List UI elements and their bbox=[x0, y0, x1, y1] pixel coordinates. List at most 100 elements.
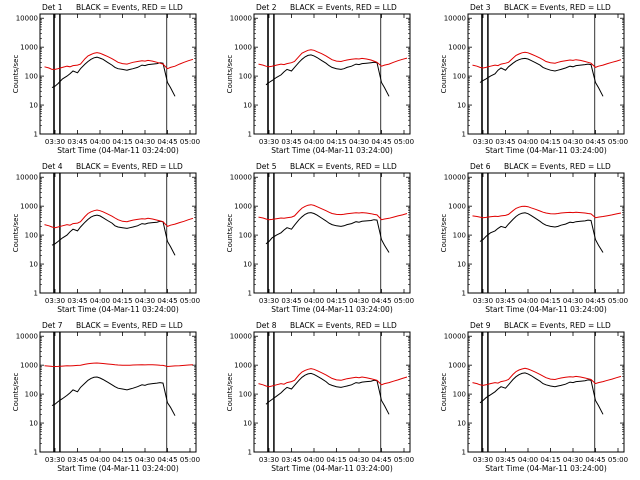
plot-frame bbox=[467, 13, 625, 135]
y-axis-label: Counts/sec bbox=[440, 55, 448, 94]
x-tick-label: 03:30 bbox=[473, 297, 493, 305]
y-axis-label: Counts/sec bbox=[226, 55, 234, 94]
x-tick-label: 03:30 bbox=[259, 138, 279, 146]
x-tick-label: 04:30 bbox=[349, 297, 369, 305]
y-tick-label: 10 bbox=[457, 261, 466, 269]
plot-frame bbox=[253, 13, 411, 135]
panel-title: Det 5 bbox=[256, 162, 277, 171]
x-tick-label: 04:45 bbox=[157, 456, 177, 464]
events-series-line bbox=[479, 372, 604, 415]
y-tick-label: 1000 bbox=[234, 44, 252, 52]
panel-title: Det 2 bbox=[256, 3, 277, 12]
events-series-line bbox=[51, 376, 176, 416]
y-axis-label: Counts/sec bbox=[12, 214, 20, 253]
y-tick-label: 10 bbox=[457, 102, 466, 110]
lld-series-line bbox=[258, 204, 408, 221]
panel-title: Det 3 bbox=[470, 3, 491, 12]
y-tick-label: 10000 bbox=[16, 333, 38, 341]
y-tick-label: 100 bbox=[25, 232, 38, 240]
x-tick-label: 04:00 bbox=[90, 456, 110, 464]
panel-title: Det 4 bbox=[42, 162, 63, 171]
events-series-line bbox=[479, 212, 604, 253]
legend-text: BLACK = Events, RED = LLD bbox=[290, 162, 397, 171]
y-tick-label: 100 bbox=[239, 73, 252, 81]
y-tick-label: 10000 bbox=[16, 15, 38, 23]
x-tick-label: 04:15 bbox=[112, 297, 132, 305]
y-tick-label: 1000 bbox=[20, 362, 38, 370]
detector-panel: 1 10 100 1000 10000 03:30 03:45 04:00 04:15 04:30… bbox=[12, 162, 200, 314]
x-tick-label: 04:00 bbox=[304, 138, 324, 146]
y-tick-label: 1 bbox=[34, 449, 38, 457]
y-axis-label: Counts/sec bbox=[12, 55, 20, 94]
y-tick-label: 1 bbox=[34, 290, 38, 298]
x-tick-label: 04:30 bbox=[563, 456, 583, 464]
x-tick-label: 03:30 bbox=[45, 297, 65, 305]
y-tick-label: 1 bbox=[462, 449, 466, 457]
legend-text: BLACK = Events, RED = LLD bbox=[76, 162, 183, 171]
x-tick-label: 03:30 bbox=[473, 456, 493, 464]
detector-panel: 1 10 100 1000 10000 03:30 03:45 04:00 04:15 04:30… bbox=[226, 162, 414, 314]
x-tick-label: 03:30 bbox=[473, 138, 493, 146]
x-axis-label: Start Time (04-Mar-11 03:24:00) bbox=[485, 464, 607, 473]
x-tick-label: 04:45 bbox=[585, 456, 605, 464]
panel-title: Det 9 bbox=[470, 321, 491, 330]
lld-series-line bbox=[472, 367, 622, 386]
y-axis-label: Counts/sec bbox=[440, 373, 448, 412]
detector-panel: 1 10 100 1000 10000 03:30 03:45 04:00 04:15 04:30… bbox=[440, 3, 628, 155]
plot-frame bbox=[467, 331, 625, 453]
x-tick-label: 04:00 bbox=[518, 138, 538, 146]
legend-text: BLACK = Events, RED = LLD bbox=[76, 3, 183, 12]
legend-text: BLACK = Events, RED = LLD bbox=[504, 162, 611, 171]
x-tick-label: 04:45 bbox=[371, 456, 391, 464]
y-tick-label: 10 bbox=[29, 102, 38, 110]
x-tick-label: 04:00 bbox=[518, 297, 538, 305]
y-tick-label: 1000 bbox=[20, 44, 38, 52]
x-tick-label: 05:00 bbox=[608, 456, 628, 464]
x-tick-label: 03:45 bbox=[495, 297, 515, 305]
x-tick-label: 04:15 bbox=[326, 297, 346, 305]
x-tick-label: 04:00 bbox=[90, 297, 110, 305]
y-tick-label: 10000 bbox=[230, 174, 252, 182]
x-tick-label: 05:00 bbox=[180, 297, 200, 305]
y-tick-label: 10 bbox=[29, 261, 38, 269]
events-series-line bbox=[265, 54, 390, 97]
y-tick-label: 1 bbox=[462, 290, 466, 298]
x-tick-label: 04:00 bbox=[304, 456, 324, 464]
x-axis-label: Start Time (04-Mar-11 03:24:00) bbox=[485, 146, 607, 155]
x-tick-label: 04:15 bbox=[112, 138, 132, 146]
y-tick-label: 10000 bbox=[444, 333, 466, 341]
y-axis-label: Counts/sec bbox=[226, 373, 234, 412]
x-tick-label: 04:30 bbox=[135, 297, 155, 305]
x-tick-label: 03:30 bbox=[45, 138, 65, 146]
panel-title: Det 7 bbox=[42, 321, 63, 330]
y-tick-label: 100 bbox=[239, 232, 252, 240]
panel-title: Det 1 bbox=[42, 3, 63, 12]
x-tick-label: 04:15 bbox=[112, 456, 132, 464]
x-tick-label: 03:45 bbox=[281, 456, 301, 464]
plot-frame bbox=[253, 172, 411, 294]
x-tick-label: 05:00 bbox=[180, 456, 200, 464]
x-tick-label: 04:30 bbox=[135, 456, 155, 464]
y-tick-label: 100 bbox=[239, 391, 252, 399]
y-tick-label: 10 bbox=[29, 420, 38, 428]
x-tick-label: 04:30 bbox=[135, 138, 155, 146]
y-tick-label: 100 bbox=[25, 391, 38, 399]
lld-series-line bbox=[44, 362, 194, 368]
x-tick-label: 03:45 bbox=[67, 138, 87, 146]
x-tick-label: 03:45 bbox=[67, 456, 87, 464]
y-tick-label: 1 bbox=[34, 131, 38, 139]
y-tick-label: 10000 bbox=[444, 174, 466, 182]
events-series-line bbox=[265, 372, 390, 415]
x-tick-label: 03:30 bbox=[259, 297, 279, 305]
y-tick-label: 1000 bbox=[20, 203, 38, 211]
x-tick-label: 05:00 bbox=[180, 138, 200, 146]
y-tick-label: 10 bbox=[243, 102, 252, 110]
y-tick-label: 1 bbox=[248, 449, 252, 457]
panel-title: Det 8 bbox=[256, 321, 277, 330]
x-tick-label: 04:15 bbox=[326, 456, 346, 464]
x-axis-label: Start Time (04-Mar-11 03:24:00) bbox=[271, 146, 393, 155]
x-tick-label: 04:45 bbox=[371, 138, 391, 146]
plot-frame bbox=[39, 172, 197, 294]
x-axis-label: Start Time (04-Mar-11 03:24:00) bbox=[57, 146, 179, 155]
x-tick-label: 05:00 bbox=[394, 456, 414, 464]
